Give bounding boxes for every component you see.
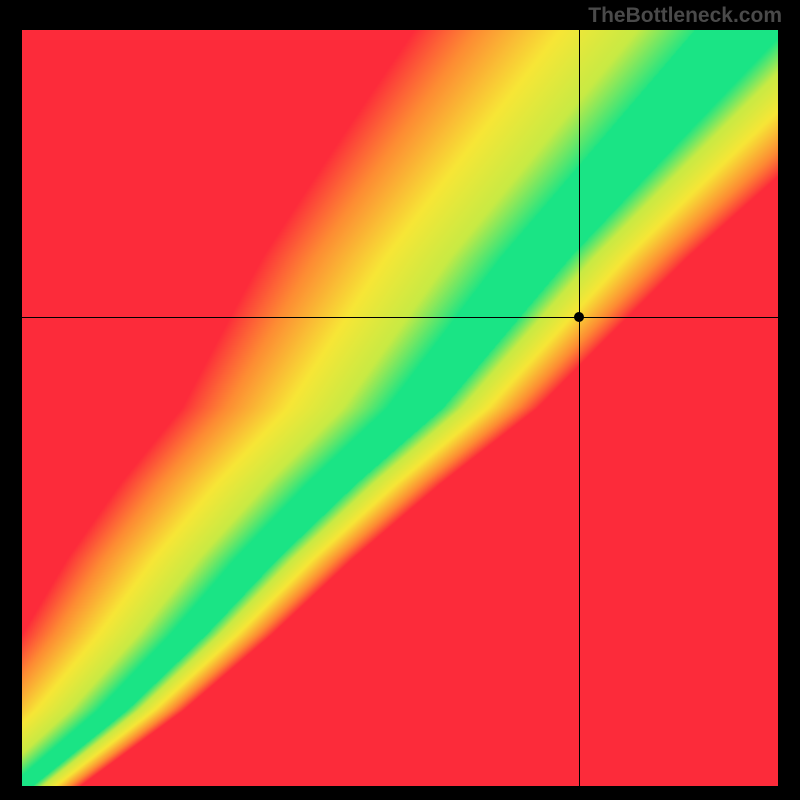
watermark-text: TheBottleneck.com: [588, 4, 782, 28]
crosshair-marker: [574, 312, 584, 322]
crosshair-horizontal: [22, 317, 778, 318]
crosshair-vertical: [579, 30, 580, 786]
chart-container: TheBottleneck.com: [0, 0, 800, 800]
heatmap-canvas: [22, 30, 778, 786]
